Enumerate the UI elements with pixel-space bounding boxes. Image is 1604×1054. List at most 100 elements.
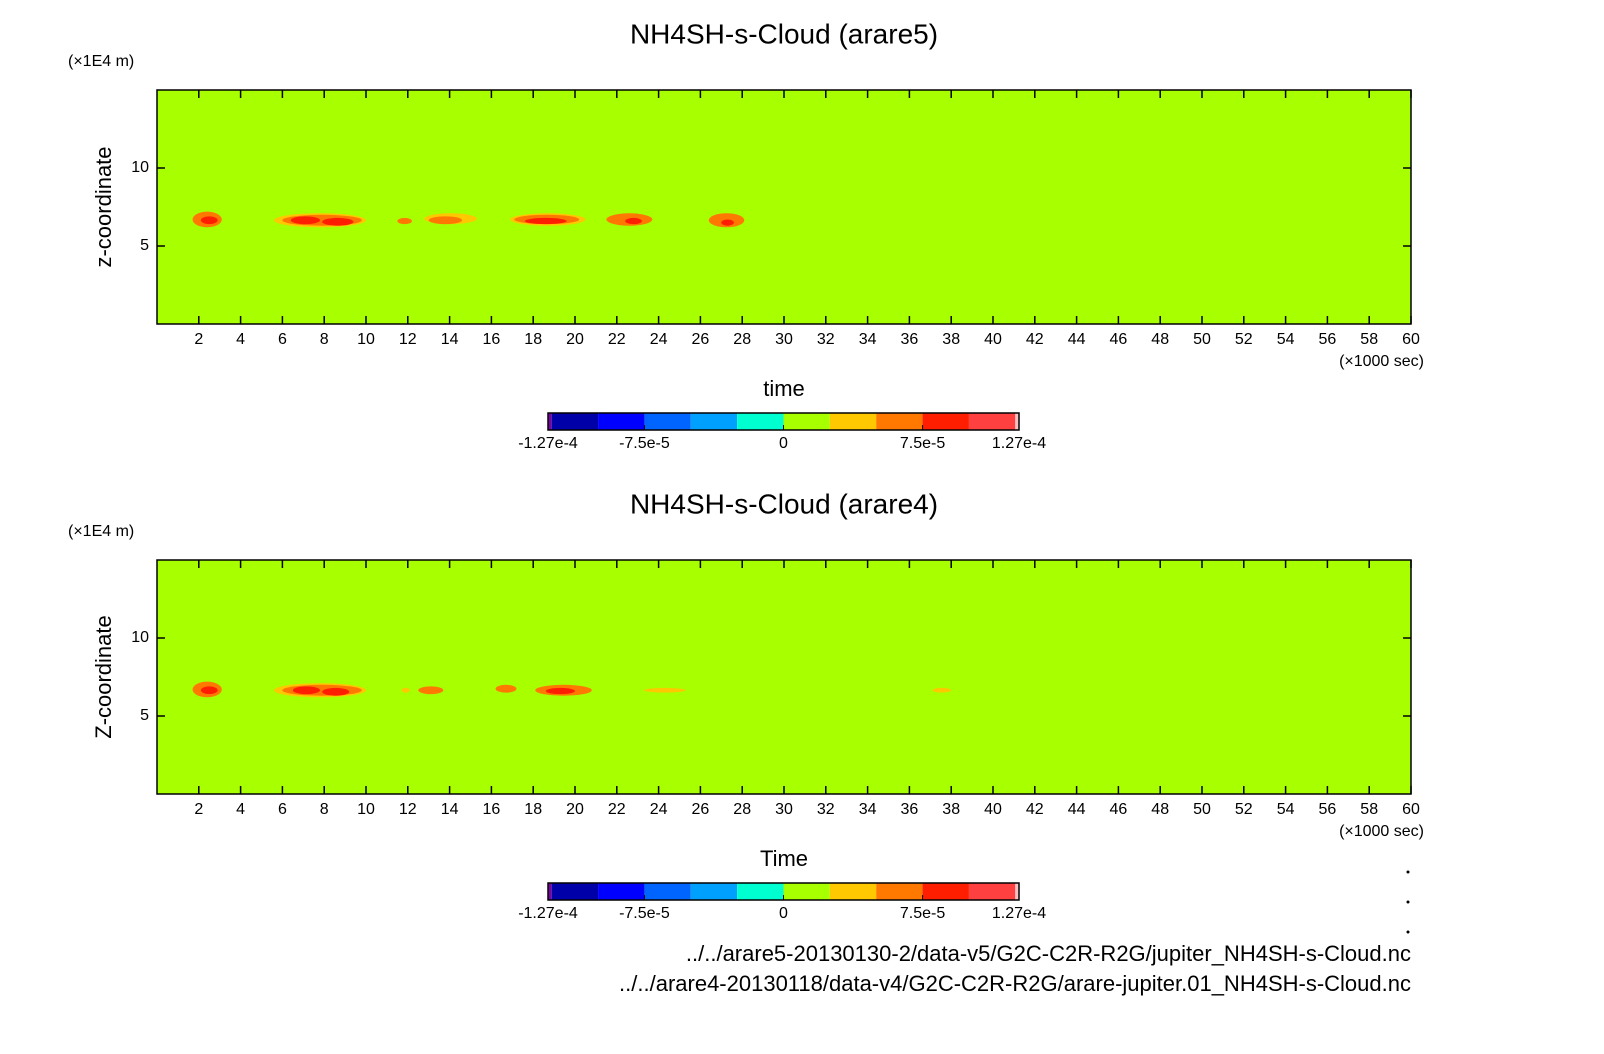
colorbar-tick-label: 1.27e-4 xyxy=(992,905,1046,922)
colorbar-tick-label: 1.27e-4 xyxy=(992,435,1046,452)
colorbar-band xyxy=(690,883,738,900)
x-tick-label: 22 xyxy=(608,331,626,348)
x-tick-label: 6 xyxy=(278,801,287,818)
x-tick-label: 32 xyxy=(817,331,835,348)
x-tick-label: 4 xyxy=(236,801,245,818)
x-tick-label: 50 xyxy=(1193,801,1211,818)
colorbar-band xyxy=(783,413,830,430)
x-tick-label: 10 xyxy=(357,801,375,818)
contour-region xyxy=(292,686,321,695)
file-path: ../../arare5-20130130-2/data-v5/G2C-C2R-… xyxy=(686,941,1411,966)
colorbar-band xyxy=(922,883,969,900)
x-tick-label: 54 xyxy=(1277,801,1295,818)
contour-region xyxy=(524,217,567,225)
x-tick-label: 46 xyxy=(1110,331,1128,348)
x-tick-label: 30 xyxy=(775,801,793,818)
x-tick-label: 12 xyxy=(399,331,417,348)
x-tick-label: 12 xyxy=(399,801,417,818)
contour-region xyxy=(418,686,444,695)
y-axis-label: Z-coordinate xyxy=(91,615,116,739)
y-tick-label: 10 xyxy=(131,629,149,646)
dot xyxy=(1406,930,1410,934)
x-tick-label: 48 xyxy=(1151,331,1169,348)
x-axis-label: Time xyxy=(760,846,808,871)
colorbar-band xyxy=(737,413,784,430)
x-tick-label: 34 xyxy=(859,801,877,818)
field xyxy=(157,560,1411,794)
x-tick-label: 8 xyxy=(320,331,329,348)
contour-region xyxy=(200,686,218,695)
x-tick-label: 30 xyxy=(775,331,793,348)
colorbar-band xyxy=(551,883,599,900)
plot-area xyxy=(157,90,1411,324)
colorbar-tick-label: 0 xyxy=(779,905,788,922)
contour-region xyxy=(721,219,734,226)
colorbar-band xyxy=(968,883,1016,900)
x-tick-label: 36 xyxy=(901,331,919,348)
x-tick-label: 60 xyxy=(1402,331,1420,348)
dot xyxy=(1406,900,1410,904)
colorbar-band xyxy=(644,883,691,900)
x-tick-label: 42 xyxy=(1026,801,1044,818)
x-tick-label: 56 xyxy=(1319,331,1337,348)
plot-area xyxy=(157,560,1411,794)
colorbar-tick-label: -1.27e-4 xyxy=(518,905,578,922)
x-tick-label: 26 xyxy=(692,331,710,348)
x-tick-label: 44 xyxy=(1068,801,1086,818)
x-tick-label: 18 xyxy=(524,331,542,348)
field xyxy=(157,90,1411,324)
colorbar-band xyxy=(968,413,1016,430)
x-tick-label: 8 xyxy=(320,801,329,818)
y-unit: (×1E4 m) xyxy=(68,523,134,540)
colorbar-band xyxy=(783,883,830,900)
x-tick-label: 24 xyxy=(650,331,668,348)
contour-region xyxy=(401,687,410,693)
colorbar-band xyxy=(1015,883,1019,900)
colorbar-band xyxy=(690,413,738,430)
x-tick-label: 48 xyxy=(1151,801,1169,818)
x-axis-label: time xyxy=(763,376,805,401)
colorbar-tick-label: 7.5e-5 xyxy=(900,905,945,922)
contour-region xyxy=(932,687,952,693)
x-tick-label: 20 xyxy=(566,331,584,348)
colorbar-band xyxy=(876,883,923,900)
contour-region xyxy=(290,216,321,225)
x-tick-label: 38 xyxy=(942,801,960,818)
x-tick-label: 14 xyxy=(441,801,459,818)
contour-region xyxy=(545,687,575,695)
x-tick-label: 14 xyxy=(441,331,459,348)
colorbar-band xyxy=(551,413,599,430)
colorbar-band xyxy=(548,413,552,430)
contour-region xyxy=(322,217,354,226)
x-tick-label: 20 xyxy=(566,801,584,818)
x-tick-label: 4 xyxy=(236,331,245,348)
colorbar-band xyxy=(598,883,645,900)
x-tick-label: 16 xyxy=(483,331,501,348)
y-axis-label: z-coordinate xyxy=(91,146,116,267)
colorbar-tick-label: 7.5e-5 xyxy=(900,435,945,452)
x-tick-label: 24 xyxy=(650,801,668,818)
x-tick-label: 60 xyxy=(1402,801,1420,818)
x-tick-label: 50 xyxy=(1193,331,1211,348)
chart-title: NH4SH-s-Cloud (arare5) xyxy=(630,18,938,49)
colorbar-band xyxy=(829,883,877,900)
colorbar-band xyxy=(1015,413,1019,430)
contour-region xyxy=(397,217,412,225)
x-tick-label: 58 xyxy=(1360,331,1378,348)
x-tick-label: 6 xyxy=(278,331,287,348)
colorbar-band xyxy=(876,413,923,430)
contour-region xyxy=(495,684,517,693)
x-tick-label: 2 xyxy=(194,801,203,818)
colorbar-band xyxy=(829,413,877,430)
colorbar-tick-label: -1.27e-4 xyxy=(518,435,578,452)
x-tick-label: 16 xyxy=(483,801,501,818)
x-unit: (×1000 sec) xyxy=(1339,823,1424,840)
colorbar-tick-label: -7.5e-5 xyxy=(619,435,670,452)
y-tick-label: 10 xyxy=(131,159,149,176)
y-tick-label: 5 xyxy=(140,237,149,254)
x-tick-label: 52 xyxy=(1235,331,1253,348)
y-tick-label: 5 xyxy=(140,707,149,724)
x-tick-label: 40 xyxy=(984,801,1002,818)
